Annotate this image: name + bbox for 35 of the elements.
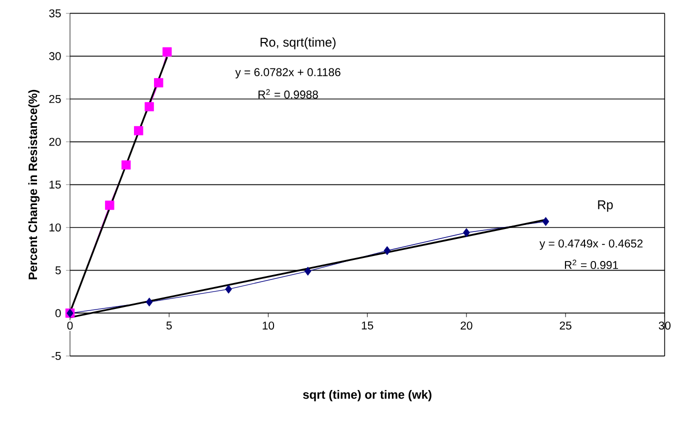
point bbox=[122, 160, 131, 170]
point bbox=[225, 284, 232, 294]
text: Ro, sqrt(time) bbox=[260, 37, 336, 50]
y-tick-label: 10 bbox=[50, 223, 61, 232]
x-tick-label: 10 bbox=[262, 322, 274, 330]
point bbox=[134, 126, 144, 136]
text: Rp bbox=[598, 200, 613, 212]
point bbox=[105, 200, 114, 210]
annotation: R$^{2}$ = 0.9988 bbox=[258, 89, 318, 99]
x-tick-label: 20 bbox=[460, 322, 472, 330]
point bbox=[463, 228, 470, 237]
y-tick-label: 5 bbox=[55, 266, 61, 274]
point bbox=[542, 217, 550, 226]
point bbox=[304, 266, 312, 276]
x-tick-label: 25 bbox=[560, 322, 572, 330]
y-tick-label: 0 bbox=[55, 309, 61, 318]
y-tick-label: 30 bbox=[49, 52, 61, 60]
x-tick-label: 5 bbox=[166, 322, 172, 330]
annotation: y = 0.4749x - 0.4652 bbox=[540, 240, 643, 250]
point bbox=[162, 47, 172, 56]
point bbox=[154, 78, 164, 88]
y-tick-label: 15 bbox=[50, 180, 61, 189]
y-tick-label: 20 bbox=[49, 138, 61, 146]
point bbox=[144, 102, 154, 112]
y-tick-label: 35 bbox=[49, 9, 61, 18]
annotation: R$^{2}$ = 0.991 bbox=[564, 260, 618, 270]
x-tick-label: 0 bbox=[67, 322, 73, 330]
point bbox=[384, 246, 390, 255]
y-tick-label: -5 bbox=[52, 352, 61, 360]
x-tick-label: 15 bbox=[362, 322, 374, 330]
y-axis-title: Percent Change in Resistance(%) bbox=[28, 90, 40, 280]
annotation: y = 6.0782x + 0.1186 bbox=[235, 68, 340, 78]
y-tick-label: 25 bbox=[49, 94, 61, 104]
point bbox=[146, 298, 153, 306]
x-axis-title: sqrt (time) or time (wk) bbox=[303, 390, 432, 402]
